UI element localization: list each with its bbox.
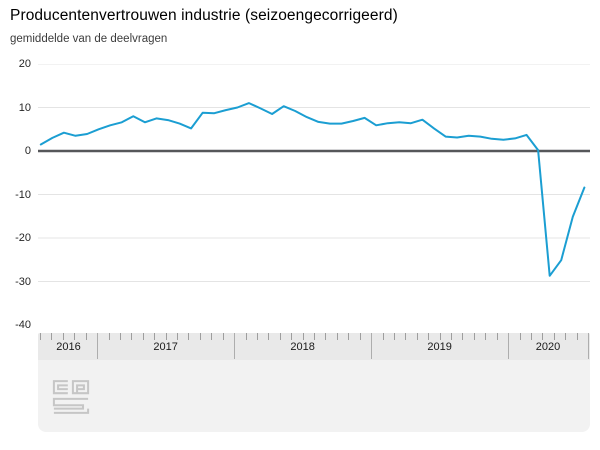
x-axis-month-tick — [485, 333, 487, 340]
y-axis-tick-label: -10 — [15, 188, 31, 201]
x-axis-month-tick — [462, 333, 464, 340]
y-axis-tick-label: -30 — [15, 275, 31, 288]
x-axis-month-tick — [211, 333, 213, 340]
x-axis-month-tick — [291, 333, 293, 340]
x-axis-month-tick — [177, 333, 178, 340]
plot-area[interactable] — [38, 64, 590, 325]
x-axis-year-label: 2016 — [56, 341, 81, 353]
x-axis-year-divider — [508, 333, 510, 359]
x-axis-month-tick — [428, 333, 430, 340]
x-axis-month-tick — [576, 333, 578, 340]
x-axis-month-tick — [405, 333, 407, 340]
x-axis-month-tick — [336, 333, 338, 340]
x-axis-month-tick — [359, 333, 361, 340]
x-axis-year-label: 2019 — [427, 341, 452, 353]
x-axis-month-tick — [382, 333, 384, 340]
x-axis-month-tick — [473, 333, 475, 340]
x-axis-month-tick — [496, 333, 498, 340]
x-axis-month-tick — [302, 333, 304, 340]
x-axis-year-label: 2018 — [290, 341, 315, 353]
x-axis-year-divider — [371, 333, 373, 359]
x-axis-month-tick — [142, 333, 144, 340]
x-axis-month-tick — [348, 333, 350, 340]
x-axis-month-tick — [188, 333, 190, 340]
x-axis-month-tick — [165, 333, 167, 340]
x-axis-month-tick — [314, 333, 315, 340]
x-axis-month-tick — [279, 333, 281, 340]
x-axis-month-tick — [62, 333, 64, 340]
x-axis-month-tick — [393, 333, 395, 340]
x-axis-month-tick — [268, 333, 270, 340]
gridlines — [38, 64, 590, 282]
x-axis-month-tick — [416, 333, 418, 340]
chart-subtitle: gemiddelde van de deelvragen — [10, 33, 168, 45]
y-axis-tick-label: -20 — [15, 232, 31, 244]
x-axis-month-tick — [530, 333, 532, 340]
x-axis-month-tick — [119, 333, 121, 340]
x-axis-month-tick — [154, 333, 156, 340]
x-axis-month-tick — [199, 333, 201, 340]
x-axis-panel: 2016 2017 2018 2019 2020 — [38, 333, 590, 432]
x-axis-month-tick — [565, 333, 567, 340]
y-axis-tick-label: 0 — [24, 145, 31, 157]
x-axis-year-divider — [234, 333, 236, 359]
x-axis-month-tick — [553, 333, 555, 340]
x-axis-month-tick — [74, 333, 76, 340]
x-axis-year-label: 2017 — [153, 341, 178, 353]
x-axis-month-tick — [51, 333, 53, 340]
x-axis-year-label: 2020 — [535, 341, 561, 353]
x-axis-month-tick — [108, 333, 110, 340]
x-axis-year-divider — [588, 333, 589, 359]
x-axis-month-tick — [542, 333, 544, 340]
x-axis-month-tick — [245, 333, 247, 340]
chart-title: Producentenvertrouwen industrie (seizoen… — [10, 7, 398, 24]
producer-confidence-line — [39, 102, 586, 277]
x-axis-month-tick — [451, 333, 452, 340]
x-axis-year-divider — [97, 333, 99, 359]
x-axis-month-tick — [131, 333, 133, 340]
x-axis-month-tick — [256, 333, 258, 340]
x-axis-month-tick — [85, 333, 87, 340]
y-axis-tick-label: 20 — [18, 58, 31, 70]
y-axis-tick-label: -40 — [15, 319, 31, 331]
x-axis-month-tick — [439, 333, 441, 340]
x-axis-month-tick — [222, 333, 224, 340]
x-axis-month-tick — [519, 333, 521, 340]
x-axis-month-tick — [40, 333, 41, 340]
x-axis-month-tick — [325, 333, 327, 340]
y-axis-tick-label: 10 — [18, 101, 31, 114]
cbs-logo-icon — [52, 380, 90, 414]
